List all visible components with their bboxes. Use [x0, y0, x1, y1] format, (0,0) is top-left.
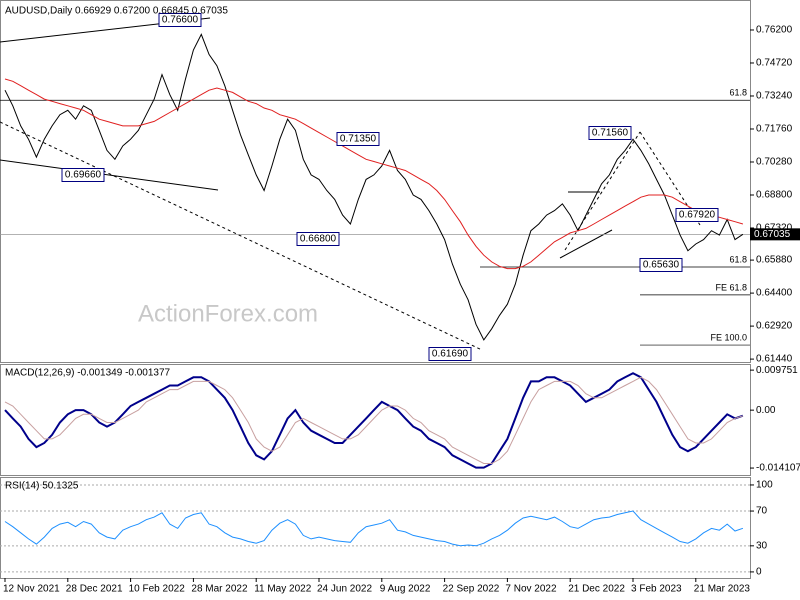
trend-line: [0, 159, 219, 191]
annotation-box: [158, 13, 202, 27]
y-tick-label: 0.65880: [756, 255, 793, 266]
fib-label: FE 61.8: [715, 282, 747, 292]
annotation-box: [675, 208, 719, 222]
x-tick-label: 7 Nov 2022: [505, 584, 557, 595]
series-line: [4, 372, 744, 469]
trend-line: [0, 121, 483, 351]
annotation: 0.61690: [432, 349, 469, 360]
annotation: 0.65630: [643, 260, 680, 271]
x-tick-label: 9 Aug 2022: [380, 584, 431, 595]
annotation-box: [336, 132, 380, 146]
x-tick-label: 21 Mar 2023: [694, 584, 751, 595]
annotation: 0.71350: [340, 134, 377, 145]
fib-label: 61.8: [729, 88, 747, 98]
x-tick-label: 10 Feb 2022: [129, 584, 186, 595]
last-price-tag: [750, 228, 800, 241]
annotation: 0.71560: [592, 128, 629, 139]
y-tick-label: 30: [756, 540, 768, 551]
rsi-frame: [0, 477, 751, 579]
y-tick-label: 0.74720: [756, 58, 793, 69]
series-line: [4, 510, 744, 547]
x-tick-label: 3 Feb 2023: [631, 584, 682, 595]
x-tick-label: 28 Mar 2022: [191, 584, 248, 595]
fib-label: 61.8: [729, 254, 747, 264]
annotation: 0.67920: [679, 210, 716, 221]
y-tick-label: 0.76200: [756, 25, 793, 36]
y-tick-label: 0.70280: [756, 157, 793, 168]
fib-label: FE 100.0: [710, 332, 747, 342]
panel-title: MACD(12,26,9) -0.001349 -0.001377: [5, 368, 171, 379]
annotation-box: [639, 258, 683, 272]
x-tick-label: 11 May 2022: [254, 584, 312, 595]
watermark: ActionForex.com: [138, 300, 318, 327]
price-frame: [0, 0, 751, 363]
y-tick-label: 0.68800: [756, 190, 793, 201]
annotation-box: [61, 168, 105, 182]
x-tick-label: 22 Sep 2022: [443, 584, 500, 595]
series-line: [4, 33, 744, 341]
last-price-label: 0.67035: [754, 229, 791, 240]
x-tick-label: 28 Dec 2021: [66, 584, 123, 595]
y-tick-label: 0.64400: [756, 288, 793, 299]
x-tick-label: 21 Dec 2022: [568, 584, 625, 595]
series-line: [4, 376, 744, 464]
y-tick-label: 0.00: [756, 405, 776, 416]
y-tick-label: 0.009751: [756, 365, 798, 376]
y-tick-label: 0.71760: [756, 124, 793, 135]
y-tick-label: 100: [756, 480, 773, 491]
panel-title: RSI(14) 50.1325: [5, 481, 79, 492]
y-tick-label: -0.014107: [756, 463, 800, 474]
series-line: [4, 78, 744, 270]
y-tick-label: 0.73240: [756, 91, 793, 102]
panel-title: AUDUSD,Daily 0.66929 0.67200 0.66845 0.6…: [5, 6, 228, 17]
annotation: 0.66800: [300, 234, 337, 245]
trend-line: [564, 131, 641, 251]
y-tick-label: 0.61440: [756, 354, 793, 365]
y-tick-label: 0: [756, 567, 762, 578]
annotation: 0.69660: [65, 170, 102, 181]
y-tick-label: 0.67320: [756, 223, 793, 234]
y-tick-label: 0.62920: [756, 321, 793, 332]
annotation-box: [588, 126, 632, 140]
macd-frame: [0, 364, 751, 476]
y-tick-label: 70: [756, 506, 768, 517]
x-tick-label: 12 Nov 2021: [3, 584, 60, 595]
annotation: 0.76600: [162, 15, 199, 26]
x-tick-label: 24 Jun 2022: [317, 584, 372, 595]
annotation-box: [296, 232, 340, 246]
annotation-box: [428, 347, 472, 361]
